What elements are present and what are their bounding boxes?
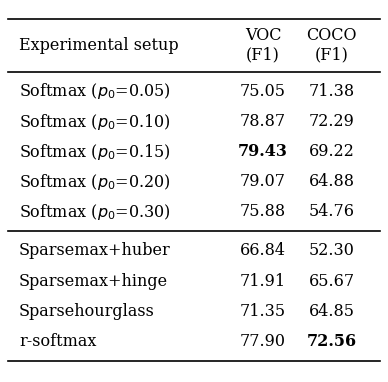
Text: 72.56: 72.56: [307, 333, 357, 350]
Text: 71.38: 71.38: [309, 83, 355, 100]
Text: 77.90: 77.90: [240, 333, 286, 350]
Text: r-softmax: r-softmax: [19, 333, 96, 350]
Text: 75.05: 75.05: [240, 83, 286, 100]
Text: VOC
(F1): VOC (F1): [245, 27, 281, 63]
Text: 69.22: 69.22: [309, 143, 355, 160]
Text: 64.88: 64.88: [309, 173, 355, 190]
Text: 54.76: 54.76: [309, 203, 355, 220]
Text: 79.43: 79.43: [238, 143, 288, 160]
Text: 65.67: 65.67: [309, 272, 355, 290]
Text: Softmax ($p_0$=0.15): Softmax ($p_0$=0.15): [19, 142, 171, 162]
Text: 72.29: 72.29: [309, 113, 355, 130]
Text: Sparsehourglass: Sparsehourglass: [19, 303, 155, 320]
Text: 71.91: 71.91: [240, 272, 286, 290]
Text: Softmax ($p_0$=0.05): Softmax ($p_0$=0.05): [19, 81, 171, 102]
Text: Sparsemax+hinge: Sparsemax+hinge: [19, 272, 168, 290]
Text: 75.88: 75.88: [240, 203, 286, 220]
Text: 64.85: 64.85: [309, 303, 355, 320]
Text: Softmax ($p_0$=0.10): Softmax ($p_0$=0.10): [19, 112, 171, 131]
Text: 66.84: 66.84: [240, 243, 286, 259]
Text: 52.30: 52.30: [309, 243, 355, 259]
Text: 71.35: 71.35: [240, 303, 286, 320]
Text: COCO
(F1): COCO (F1): [307, 27, 357, 63]
Text: 79.07: 79.07: [240, 173, 286, 190]
Text: 78.87: 78.87: [240, 113, 286, 130]
Text: Sparsemax+huber: Sparsemax+huber: [19, 243, 171, 259]
Text: Softmax ($p_0$=0.30): Softmax ($p_0$=0.30): [19, 202, 171, 222]
Text: Softmax ($p_0$=0.20): Softmax ($p_0$=0.20): [19, 172, 170, 192]
Text: Experimental setup: Experimental setup: [19, 37, 178, 54]
